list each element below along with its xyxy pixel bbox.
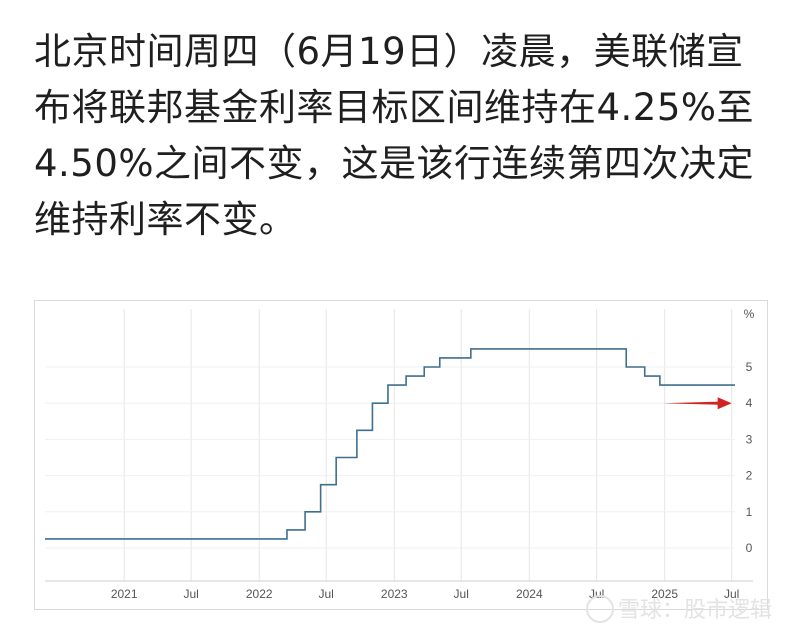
x-tick-label: 2022 [246, 587, 273, 601]
article-text: 北京时间周四（6月19日）凌晨，美联储宣 布将联邦基金利率目标区间维持在4.25… [34, 24, 774, 248]
article-line: 北京时间周四（6月19日）凌晨，美联储宣 [34, 30, 744, 73]
y-tick-label: 2 [746, 469, 753, 483]
chart-canvas: 2021 Jul 2022 Jul 2023 Jul 2024 Jul 2025 Jul01234… [45, 307, 755, 601]
x-tick-label: Jul [454, 587, 469, 601]
article-line: 布将联邦基金利率目标区间维持在4.25%至 [34, 86, 755, 129]
x-tick-label: Jul [319, 587, 334, 601]
snowball-logo-icon [586, 595, 614, 623]
arrow-head [717, 397, 732, 410]
x-tick-label: Jul [724, 587, 739, 601]
x-tick-label: 2024 [516, 587, 543, 601]
y-axis-unit: % [744, 307, 755, 321]
x-tick-label: Jul [183, 587, 198, 601]
arrow-shaft [662, 401, 720, 405]
interest-rate-chart: 2021 Jul 2022 Jul 2023 Jul 2024 Jul 2025 Jul 0 1 2 3 4… [34, 300, 768, 610]
y-tick-label: 4 [746, 396, 753, 410]
y-tick-label: 1 [746, 505, 753, 519]
watermark: 雪球：股市逻辑 [586, 592, 772, 625]
y-tick-label: 0 [746, 541, 753, 555]
y-tick-label: 5 [746, 360, 753, 374]
x-tick-label: 2023 [381, 587, 408, 601]
article-line: 维持利率不变。 [34, 198, 297, 241]
watermark-text: 雪球：股市逻辑 [618, 598, 773, 623]
x-tick-label: 2025 [651, 587, 678, 601]
y-tick-label: 3 [746, 432, 753, 446]
x-tick-label: 2021 [111, 587, 138, 601]
rate-series-line [45, 348, 735, 540]
article-line: 4.50%之间不变，这是该行连续第四次决定 [34, 142, 755, 185]
